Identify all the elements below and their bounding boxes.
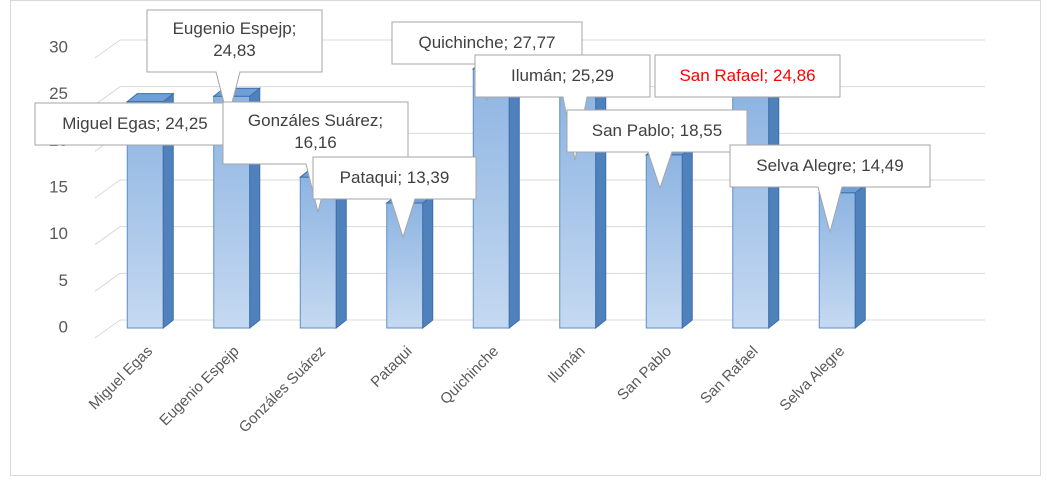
bar-side	[422, 193, 434, 330]
callout-text-box: San Rafael; 24,86	[679, 66, 816, 85]
data-label: San Pablo; 18,55	[591, 121, 723, 140]
x-tick-label: Quichinche	[437, 343, 502, 408]
grid-line-wall	[94, 226, 121, 246]
callout-box	[312, 156, 477, 239]
callout-text-box: Gonzáles Suárez; 16,16	[247, 111, 384, 152]
bar-3d	[471, 59, 521, 330]
x-tick-label: Eugenio Espejp	[156, 343, 242, 429]
chart-border	[10, 0, 1041, 476]
bar-side	[768, 86, 780, 330]
callout-text-box: Quichinche; 27,77	[418, 33, 556, 52]
grid-line-wall	[94, 272, 121, 292]
callout-text-box: Eugenio Espejp; 24,83	[172, 19, 297, 60]
x-tick-label: Pataqui	[368, 343, 416, 391]
bar-side	[681, 145, 693, 330]
data-label: San Rafael; 24,86	[679, 66, 816, 85]
callout-text-box: Ilumán; 25,29	[510, 66, 614, 85]
data-label-callout: Miguel Egas; 24,25	[34, 102, 236, 146]
data-label: Selva Alegre; 14,49	[756, 156, 904, 175]
bar-side	[508, 59, 520, 330]
data-label-callout: San Pablo; 18,55	[566, 109, 748, 190]
grid-line-wall	[94, 39, 121, 59]
bar-top	[125, 93, 175, 103]
grid-line-wall	[94, 319, 121, 339]
x-tick-label: San Rafael	[697, 343, 762, 408]
grid-line-wall	[94, 86, 121, 106]
y-tick-label: 15	[49, 177, 68, 196]
x-tick-label: Selva Alegre	[776, 343, 848, 415]
data-label-callout: Pataqui; 13,39	[312, 156, 477, 239]
data-label-callout: Selva Alegre; 14,49	[729, 144, 931, 234]
bar	[645, 154, 683, 329]
data-label: Miguel Egas; 24,25	[62, 114, 208, 133]
data-label: Quichinche; 27,77	[418, 33, 556, 52]
bar-3d	[644, 145, 694, 330]
bar-side	[854, 183, 866, 330]
callout-box	[146, 9, 323, 120]
callout-text-box: San Pablo; 18,55	[591, 121, 723, 140]
x-tick-label: San Pablo	[614, 343, 675, 404]
grid-line-wall	[94, 179, 121, 199]
y-tick-label: 30	[49, 37, 68, 56]
y-tick-label: 5	[59, 271, 68, 290]
callout-text-box: Selva Alegre; 14,49	[756, 156, 904, 175]
callout-text-box: Pataqui; 13,39	[339, 168, 450, 187]
x-tick-label: Miguel Egas	[86, 343, 156, 413]
callout-box	[566, 109, 748, 190]
x-tick-label: Ilumán	[545, 343, 589, 387]
y-tick-label: 0	[59, 317, 68, 336]
data-label: Ilumán; 25,29	[510, 66, 614, 85]
callout-box	[729, 144, 931, 234]
data-label: Pataqui; 13,39	[339, 168, 450, 187]
y-tick-label: 25	[49, 84, 68, 103]
data-label: Eugenio Espejp; 24,83	[172, 19, 297, 60]
y-tick-label: 10	[49, 224, 68, 243]
bar	[472, 68, 510, 329]
data-label-callout: San Rafael; 24,86	[654, 54, 841, 98]
data-label: Gonzáles Suárez; 16,16	[247, 111, 384, 152]
x-tick-label: Gonzáles Suárez	[236, 343, 329, 436]
callout-box	[654, 54, 841, 98]
callout-text-box: Miguel Egas; 24,25	[62, 114, 208, 133]
data-label-callout: Eugenio Espejp; 24,83	[146, 9, 323, 120]
